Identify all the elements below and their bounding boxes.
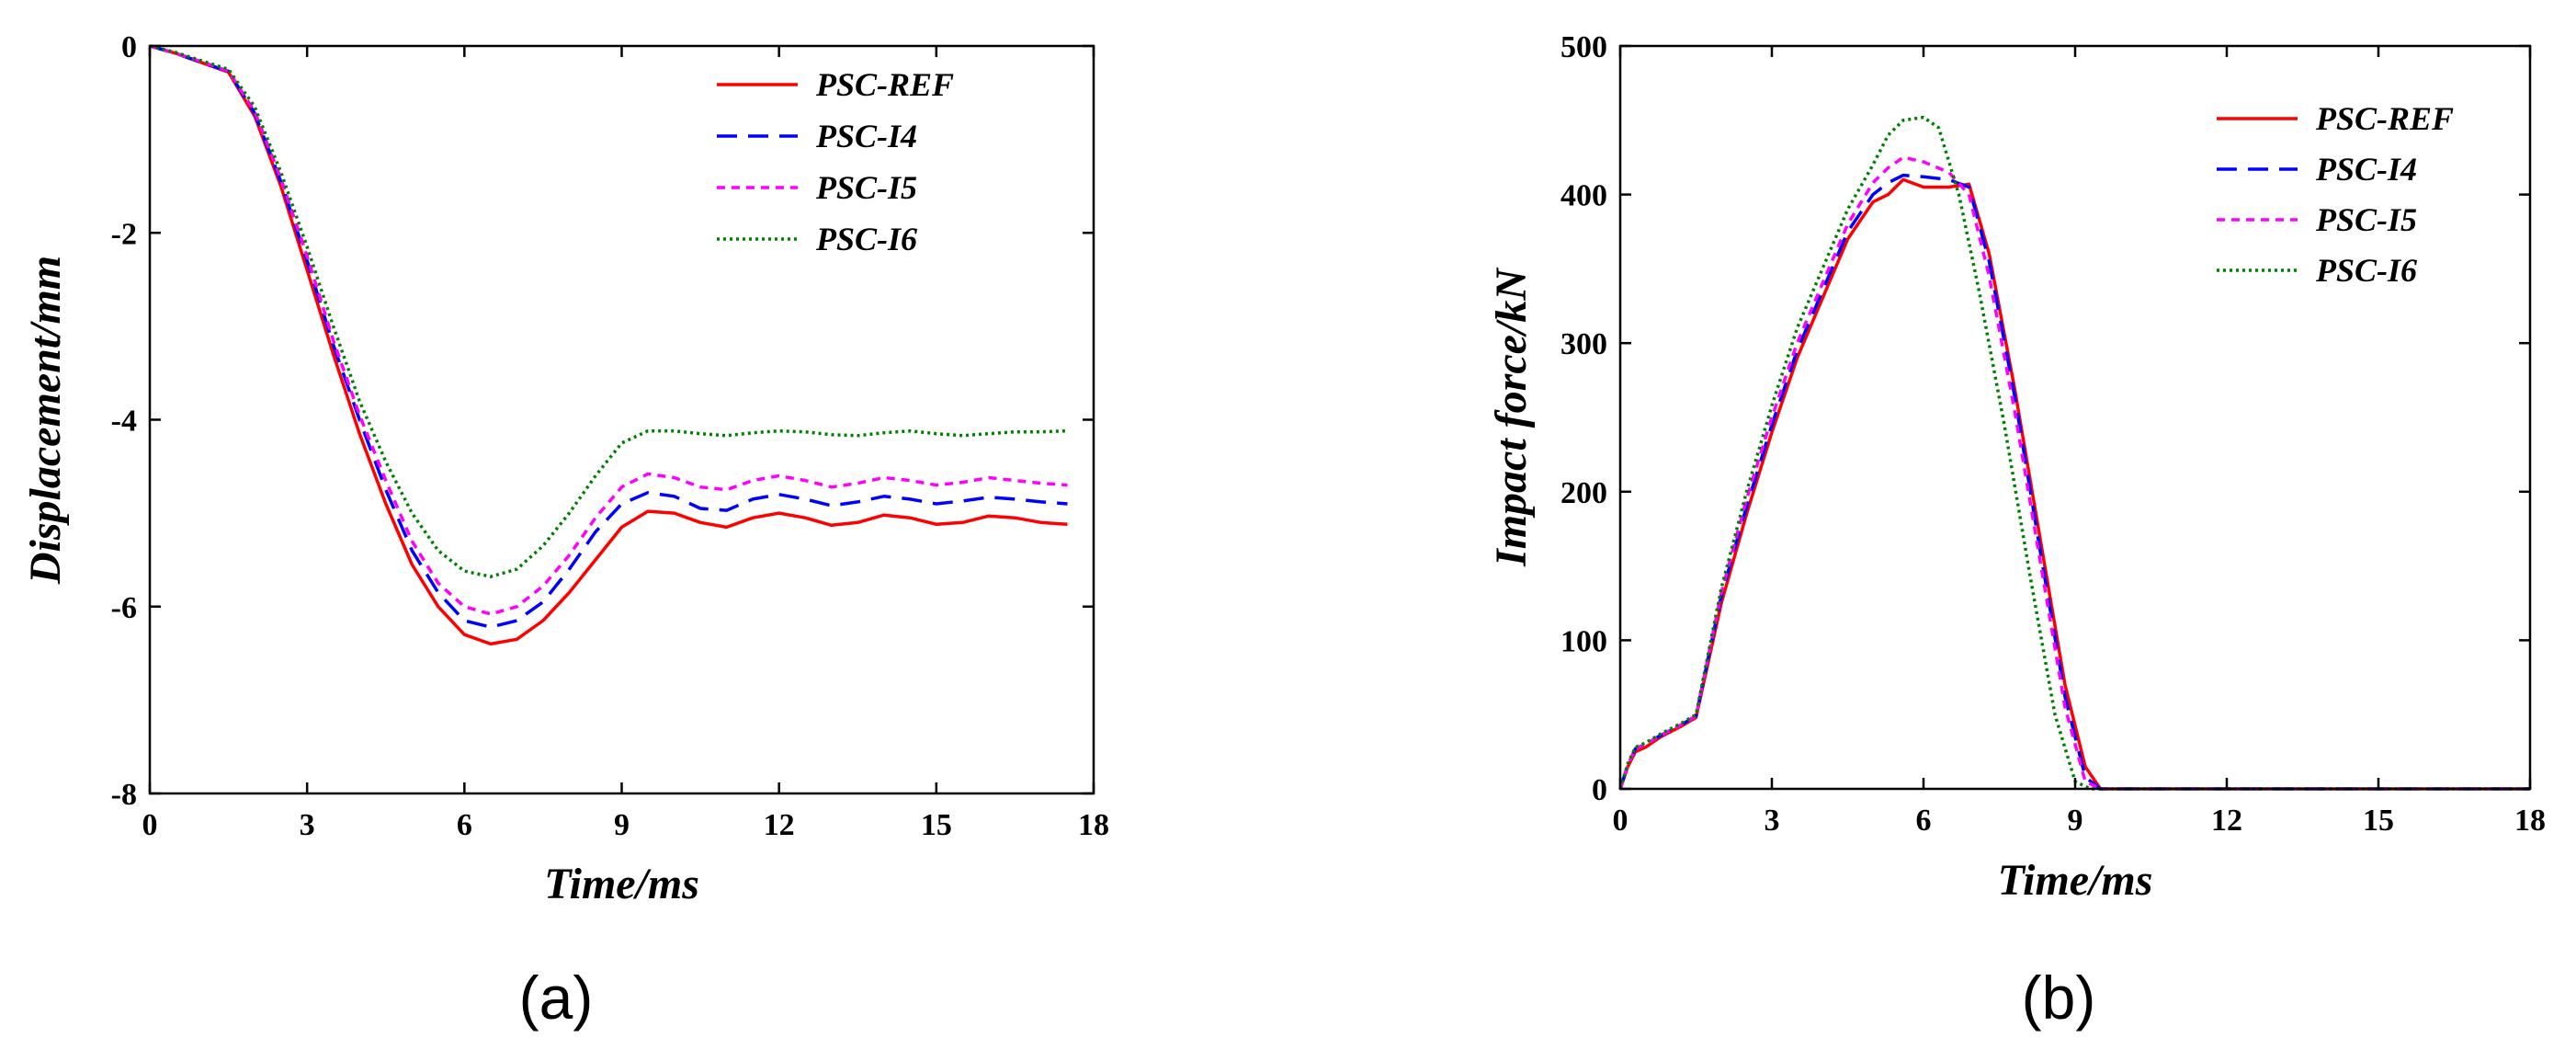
- x-tick-label: 9: [2068, 804, 2083, 838]
- x-tick-label: 12: [2211, 804, 2242, 838]
- y-tick-label: -4: [111, 405, 137, 439]
- panel-a-displacement-chart: 0 3 6 9 12 15 18 0 -2 -4 -6 -8 Time/ms Displacement…: [21, 30, 1109, 1032]
- x-tick-label: 12: [764, 808, 795, 842]
- y-axis-title-b: Impact force/kN: [1487, 267, 1536, 567]
- y-tick-label: -8: [111, 778, 137, 812]
- x-tick-label: 3: [300, 808, 315, 842]
- series-layer-b: [1618, 115, 2530, 791]
- series-line-psc-ref-a: [149, 44, 1068, 646]
- legend-label-psc-ref: PSC-REF: [2315, 100, 2454, 137]
- legend-label-psc-i5: PSC-I5: [815, 169, 917, 206]
- y-tick-label: 0: [121, 30, 137, 64]
- x-tick-label: 0: [1613, 804, 1628, 838]
- x-tick-label: 18: [2514, 804, 2546, 838]
- x-tick-label: 6: [1916, 804, 1932, 838]
- legend-label-psc-i5: PSC-I5: [2315, 201, 2417, 238]
- legend-label-psc-i4: PSC-I4: [815, 118, 917, 154]
- x-tick-label: 9: [614, 808, 630, 842]
- y-tick-label: -2: [111, 217, 137, 251]
- panel-label-b: (b): [2022, 964, 2096, 1032]
- y-axis-title-a: Displacement/mm: [21, 256, 70, 585]
- x-tick-label: 15: [2363, 804, 2394, 838]
- y-tick-label: -6: [111, 591, 137, 625]
- series-line-psc-ref-b: [1618, 177, 2530, 791]
- y-tick-label: 500: [1560, 30, 1607, 64]
- series-line-psc-i5-b: [1618, 155, 2530, 791]
- series-layer-a: [149, 44, 1068, 646]
- legend-a: PSC-REF PSC-I4 PSC-I5 PSC-I6: [717, 66, 954, 257]
- series-line-psc-i6-b: [1618, 115, 2530, 791]
- panel-b-impact-force-chart: 0 3 6 9 12 15 18 0 100 200 300 400 500 Time/ms Impac…: [1487, 30, 2546, 1032]
- series-line-psc-i6-a: [149, 44, 1068, 578]
- x-axis-title-a: Time/ms: [544, 860, 699, 908]
- series-line-psc-i4-b: [1618, 173, 2530, 791]
- x-tick-label: 15: [921, 808, 952, 842]
- x-axis-title-b: Time/ms: [1998, 856, 2153, 905]
- legend-label-psc-ref: PSC-REF: [815, 66, 954, 103]
- y-tick-label: 400: [1560, 179, 1607, 213]
- tick-labels-b: 0 3 6 9 12 15 18 0 100 200 300 400 500: [1560, 30, 2546, 838]
- plot-frame-a: [148, 44, 1095, 795]
- series-line-psc-i4-a: [149, 44, 1068, 629]
- y-tick-label: 0: [1592, 773, 1607, 807]
- legend-label-psc-i6: PSC-I6: [815, 221, 917, 257]
- tick-marks-a: [148, 44, 1095, 795]
- y-tick-label: 200: [1560, 476, 1607, 510]
- legend-label-psc-i6: PSC-I6: [2315, 252, 2417, 289]
- legend-b: PSC-REF PSC-I4 PSC-I5 PSC-I6: [2217, 100, 2454, 289]
- legend-label-psc-i4: PSC-I4: [2315, 151, 2417, 188]
- y-tick-label: 300: [1560, 327, 1607, 361]
- x-tick-label: 3: [1765, 804, 1780, 838]
- tick-marks-b: [1618, 44, 2532, 791]
- x-tick-label: 0: [142, 808, 158, 842]
- tick-labels-a: 0 3 6 9 12 15 18 0 -2 -4 -6 -8: [111, 30, 1109, 842]
- x-tick-label: 6: [457, 808, 472, 842]
- y-tick-label: 100: [1560, 624, 1607, 658]
- x-tick-label: 18: [1078, 808, 1109, 842]
- series-line-psc-i5-a: [149, 44, 1068, 616]
- panel-label-a: (a): [519, 964, 594, 1032]
